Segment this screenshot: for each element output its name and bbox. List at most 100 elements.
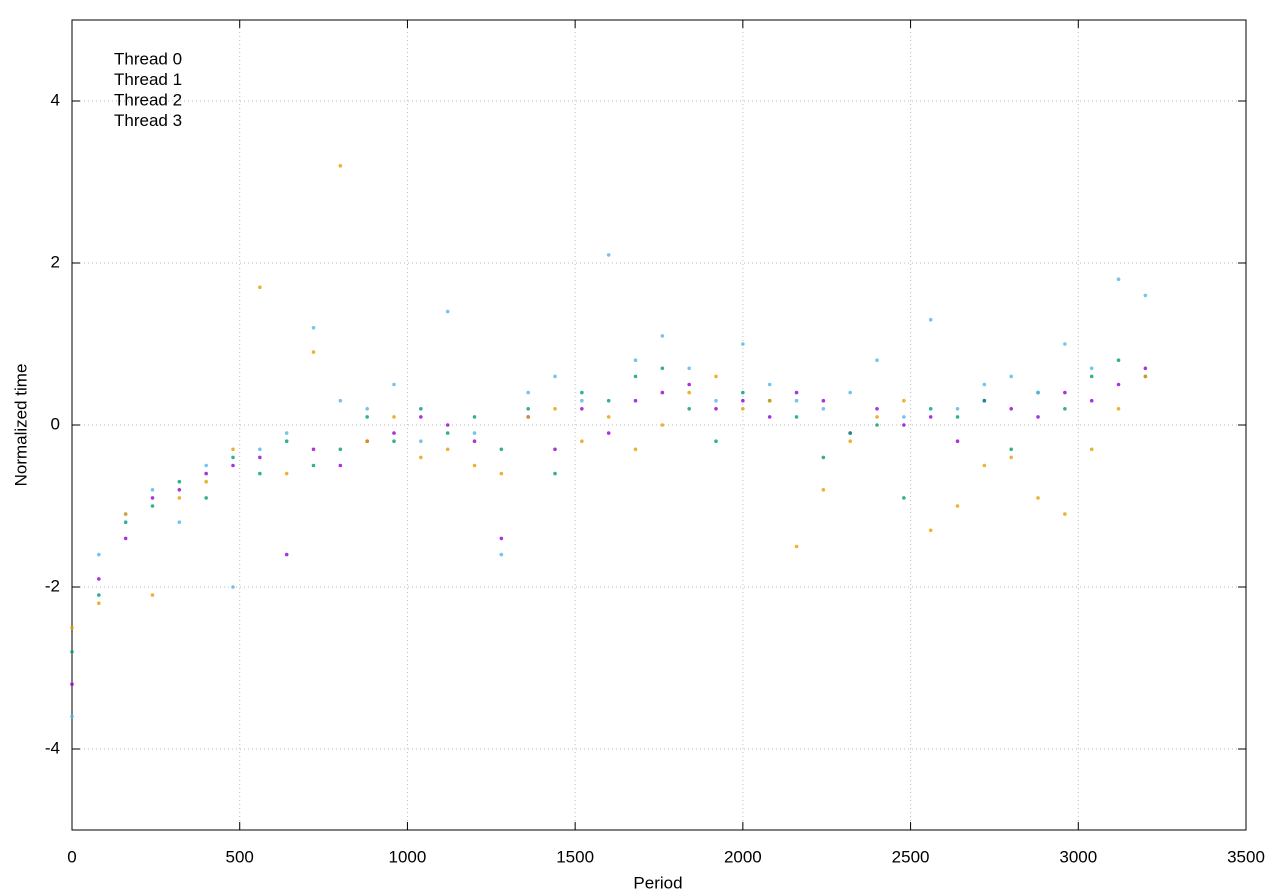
point [714, 374, 718, 379]
point [633, 398, 638, 403]
point [70, 714, 74, 719]
point [499, 447, 504, 452]
point [311, 350, 316, 354]
point [553, 374, 557, 379]
point [445, 431, 450, 435]
point [472, 463, 477, 468]
point [258, 447, 262, 452]
point [231, 463, 235, 468]
point [687, 407, 691, 411]
point [365, 439, 369, 444]
point [580, 407, 584, 411]
point [499, 536, 504, 541]
plot-frame [71, 19, 1247, 831]
y-tick-label: 2 [51, 252, 60, 271]
point [1036, 390, 1040, 395]
point [499, 552, 504, 557]
x-tick-label: 3000 [1059, 847, 1097, 866]
point [365, 407, 369, 411]
point [526, 390, 530, 395]
x-tick-label: 1000 [389, 847, 427, 866]
point [955, 415, 960, 419]
point [606, 253, 611, 257]
point [311, 326, 316, 330]
point [1063, 512, 1067, 516]
point [70, 650, 74, 654]
legend-label: Thread 1 [114, 70, 182, 89]
point [1089, 374, 1094, 379]
point [848, 439, 852, 444]
point [419, 455, 423, 460]
point [419, 415, 423, 419]
point [767, 382, 772, 387]
point [284, 471, 289, 476]
point [97, 552, 101, 557]
point [687, 366, 691, 371]
point [660, 366, 665, 371]
point [982, 463, 987, 468]
point [123, 512, 128, 516]
point [1036, 415, 1040, 419]
point [982, 398, 987, 403]
point [365, 415, 369, 419]
point [338, 164, 343, 168]
point [821, 398, 826, 403]
point [687, 390, 691, 395]
point [177, 496, 182, 500]
point [311, 447, 316, 452]
x-tick-label: 500 [226, 847, 254, 866]
point [714, 439, 718, 444]
point [1143, 366, 1148, 371]
point [150, 593, 155, 597]
point [1036, 496, 1040, 500]
point [338, 463, 343, 468]
point [875, 415, 879, 419]
point [955, 504, 960, 508]
point [258, 455, 262, 460]
point [284, 552, 289, 557]
point [1143, 293, 1148, 298]
legend-label: Thread 2 [114, 90, 182, 109]
point [794, 398, 799, 403]
point [338, 447, 343, 452]
point [633, 374, 638, 379]
point [553, 471, 557, 476]
point [445, 423, 450, 427]
x-axis-label: Period [633, 873, 682, 892]
point [741, 407, 745, 411]
point [177, 488, 182, 492]
point [1116, 382, 1121, 387]
point [1089, 398, 1094, 403]
y-tick-label: 0 [51, 414, 60, 433]
point [741, 390, 745, 395]
point [687, 382, 691, 387]
point [97, 593, 101, 597]
point [231, 447, 235, 452]
point [1063, 390, 1067, 395]
x-tick-label: 3500 [1227, 847, 1265, 866]
point [767, 398, 772, 403]
point [204, 463, 208, 468]
point [526, 407, 530, 411]
legend-label: Thread 3 [114, 111, 182, 130]
point [445, 447, 450, 452]
point [526, 415, 530, 419]
point [902, 415, 906, 419]
point [472, 439, 477, 444]
point [177, 479, 182, 484]
y-tick-label: 4 [51, 90, 60, 109]
point [875, 407, 879, 411]
point [633, 447, 638, 452]
point [794, 544, 799, 549]
point [284, 439, 289, 444]
point [419, 439, 423, 444]
point [1009, 407, 1013, 411]
point [580, 390, 584, 395]
point [204, 479, 208, 484]
point [848, 390, 852, 395]
point [982, 382, 987, 387]
point [794, 415, 799, 419]
point [741, 342, 745, 346]
